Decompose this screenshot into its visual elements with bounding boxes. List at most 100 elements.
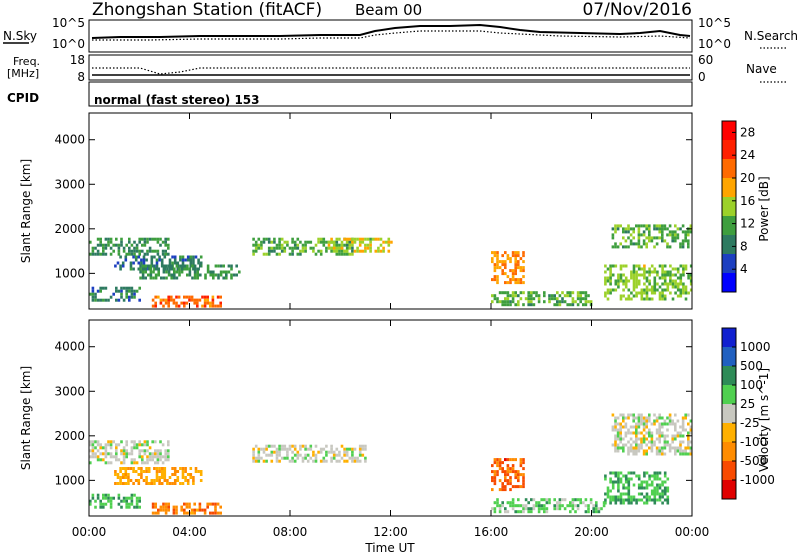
echo-cell [189, 476, 193, 479]
echo-cell [278, 444, 281, 448]
echo-cell [203, 304, 207, 308]
echo-cell [89, 449, 92, 453]
colorbar-tick-label: 4 [740, 262, 748, 276]
echo-cell [619, 498, 623, 502]
echo-cell [322, 243, 326, 247]
echo-cell [522, 473, 525, 477]
echo-cell [203, 295, 207, 299]
colorbar-swatch [722, 216, 736, 236]
echo-cell [666, 495, 670, 499]
echo-cell [684, 239, 687, 243]
echo-cell [99, 502, 102, 506]
echo-cell [133, 493, 136, 497]
echo-cell [637, 242, 641, 246]
echo-cell [183, 508, 186, 512]
echo-cell [219, 295, 222, 299]
echo-cell [214, 273, 218, 277]
echo-cell [640, 297, 644, 301]
echo-cell [617, 483, 620, 487]
echo-cell [168, 258, 172, 262]
echo-cell [666, 428, 669, 432]
echo-cell [619, 297, 623, 301]
echo-cell [530, 303, 533, 307]
echo-cell [511, 300, 515, 304]
echo-cell [299, 240, 302, 244]
echo-cell [689, 452, 693, 456]
echo-cell [537, 294, 541, 298]
echo-cell [627, 230, 630, 234]
echo-cell [227, 270, 231, 274]
echo-cell [156, 455, 160, 459]
echo-cell [104, 286, 108, 290]
echo-cell [658, 446, 661, 450]
echo-cell [637, 233, 641, 237]
echo-cell [379, 249, 383, 253]
echo-cell [115, 298, 118, 302]
echo-cell [682, 291, 685, 295]
echo-cell [273, 444, 276, 448]
echo-cell [142, 470, 146, 473]
echo-cell [579, 501, 582, 505]
echo-cell [173, 273, 176, 277]
echo-cell [162, 502, 165, 506]
echo-cell [614, 282, 618, 286]
echo-cell [89, 443, 92, 447]
echo-cell [663, 294, 667, 298]
echo-cell [642, 452, 646, 456]
echo-cell [671, 279, 675, 283]
colorbar-tick-label: -100 [740, 435, 767, 449]
echo-cell [275, 453, 279, 457]
echo-cell [96, 440, 100, 444]
echo-cell [584, 297, 588, 301]
echo-cell [296, 237, 300, 241]
echo-cell [663, 279, 667, 283]
echo-cell [190, 511, 194, 515]
echo-cell [104, 298, 108, 302]
echo-cell [301, 246, 305, 250]
echo-cell [257, 450, 261, 454]
echo-cell [679, 276, 683, 280]
y-tick-label: 2000 [54, 429, 85, 443]
echo-cell [159, 237, 162, 241]
echo-cell [254, 249, 258, 253]
echo-cell [632, 446, 635, 450]
echo-cell [181, 258, 185, 262]
echo-cell [332, 243, 336, 247]
echo-cell [674, 279, 677, 283]
colorbar-swatch [722, 273, 736, 293]
echo-cell [170, 273, 173, 277]
echo-cell [124, 470, 128, 473]
echo-cell [514, 272, 517, 276]
echo-cell [687, 413, 690, 417]
echo-cell [162, 508, 165, 512]
echo-cell [669, 291, 672, 295]
echo-cell [154, 249, 157, 253]
echo-cell [506, 257, 510, 261]
echo-cell [584, 294, 588, 298]
echo-cell [606, 288, 610, 292]
echo-cell [571, 297, 575, 301]
echo-cell [198, 502, 202, 506]
echo-cell [147, 482, 151, 485]
echo-cell [637, 413, 641, 417]
echo-cell [142, 261, 146, 265]
echo-cell [582, 297, 585, 301]
velocity-data-layer [89, 413, 693, 515]
echo-cell [120, 237, 123, 241]
echo-cell [175, 511, 178, 515]
echo-cell [133, 440, 136, 444]
echo-cell [682, 288, 685, 292]
echo-cell [102, 252, 105, 256]
echo-cell [635, 294, 638, 298]
echo-cell [94, 499, 97, 503]
echo-cell [622, 264, 625, 268]
echo-cell [159, 440, 162, 444]
echo-cell [689, 288, 693, 292]
echo-cell [637, 273, 641, 277]
echo-cell [209, 270, 212, 274]
echo-cell [140, 261, 143, 265]
echo-cell [265, 453, 268, 457]
echo-cell [197, 261, 200, 265]
echo-cell [519, 458, 523, 462]
